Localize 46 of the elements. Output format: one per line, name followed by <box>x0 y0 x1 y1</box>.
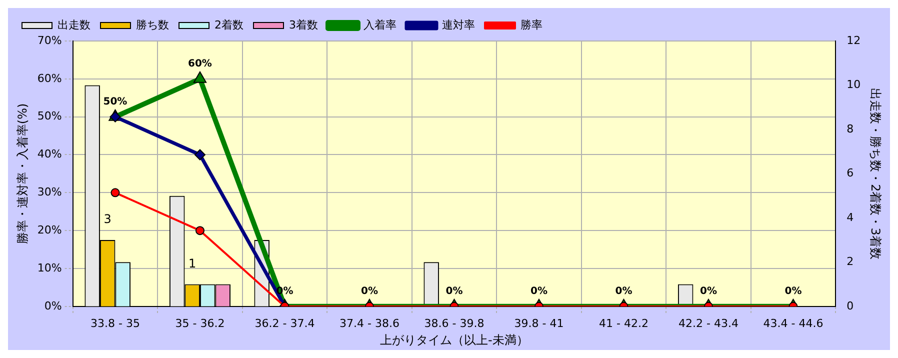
point <box>194 149 206 160</box>
y2-tick-label: 0 <box>846 299 854 312</box>
legend-label: 2着数 <box>214 18 244 32</box>
data-label: 0% <box>784 286 802 297</box>
x-tick-label: 43.4 - 44.6 <box>763 316 824 330</box>
x-tick-label: 38.6 - 39.8 <box>424 316 484 330</box>
y-tick-label: 10% <box>37 261 62 274</box>
y2-tick-label: 10 <box>846 78 861 92</box>
y2-tick-label: 2 <box>846 255 854 268</box>
y-tick-label: 50% <box>37 110 62 123</box>
x-tick-label: 36.2 - 37.4 <box>254 316 315 330</box>
x-tick-label: 35 - 36.2 <box>175 316 225 330</box>
x-tick-label: 39.8 - 41 <box>514 316 564 330</box>
data-label: 50% <box>103 96 128 108</box>
legend-label: 3着数 <box>289 18 318 32</box>
y2-axis-title: 出走数・勝ち数・2着数・3着数 <box>868 88 883 260</box>
y2-tick-label: 4 <box>846 210 854 224</box>
x-tick-label: 33.8 - 35 <box>90 316 140 330</box>
y2-tick-label: 8 <box>846 122 854 136</box>
data-label: 60% <box>188 58 212 70</box>
y2-tick-label: 12 <box>846 34 861 47</box>
y-tick-label: 0% <box>44 299 62 312</box>
legend-label: 入着率 <box>363 18 396 32</box>
y-tick-label: 60% <box>37 72 62 85</box>
y-tick-label: 70% <box>37 34 62 47</box>
data-label: 0% <box>615 286 632 297</box>
data-label: 1 <box>188 256 196 270</box>
legend-label: 出走数 <box>58 18 90 32</box>
y-tick-label: 20% <box>37 223 62 236</box>
data-label: 0% <box>360 286 378 297</box>
y2-tick-label: 6 <box>846 166 854 180</box>
data-label: 0% <box>530 286 548 297</box>
legend-label: 勝ち数 <box>136 18 169 32</box>
y-tick-label: 40% <box>37 148 62 161</box>
x-tick-label: 41 - 42.2 <box>599 316 648 330</box>
legend-label: 連対率 <box>442 18 475 32</box>
x-tick-label: 37.4 - 38.6 <box>340 316 400 330</box>
point <box>110 188 120 198</box>
x-tick-label: 42.2 - 43.4 <box>678 316 738 330</box>
x-axis-title: 上がりタイム（以上-未満） <box>380 332 528 347</box>
data-label: 0% <box>700 286 717 297</box>
y-axis-title: 勝率・連対率・入着率(%) <box>15 103 30 244</box>
legend-label: 勝率 <box>520 18 542 32</box>
y-tick-label: 30% <box>37 186 62 199</box>
data-label: 0% <box>446 286 463 297</box>
data-label: 3 <box>104 212 112 226</box>
